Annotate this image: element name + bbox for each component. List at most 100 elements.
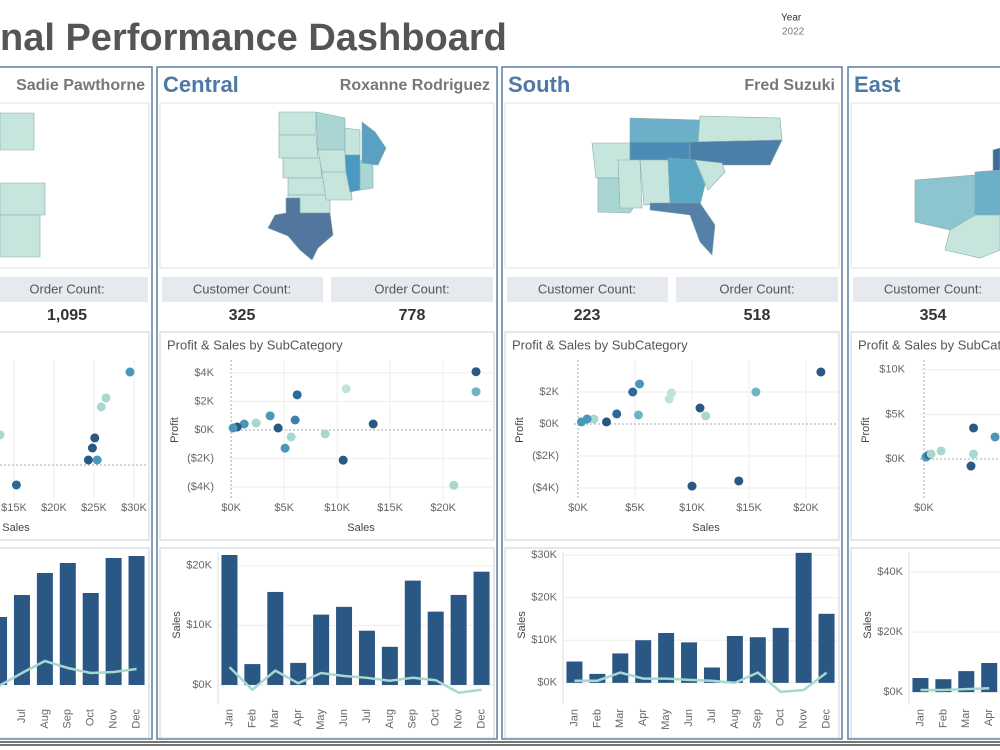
scatter-point <box>602 417 612 427</box>
scatter-point <box>280 443 290 453</box>
scatter-point <box>633 410 643 420</box>
x-tick-label: $15K <box>1 502 27 514</box>
x-axis-title: Sales <box>692 522 720 534</box>
map-state <box>287 177 327 196</box>
scatter-box <box>850 331 1000 541</box>
bar <box>404 580 421 685</box>
scatter-point <box>576 417 586 427</box>
x-tick-label: Jan <box>914 709 926 727</box>
y-tick-label: $20K <box>186 560 212 572</box>
x-tick-label: Aug <box>39 709 51 729</box>
bar <box>128 556 145 685</box>
scatter-point <box>471 387 481 397</box>
bar <box>912 678 929 693</box>
bar <box>635 640 652 683</box>
region-panel: Sadie Pawthorne Order Count: 1,095 $15K $20K… <box>0 66 153 740</box>
map-state <box>278 134 319 159</box>
kpi-value: 1,095 <box>47 307 87 324</box>
kpi-value: 325 <box>229 307 256 324</box>
scatter-point <box>969 423 979 433</box>
scatter-point <box>635 379 645 389</box>
bar-box <box>850 547 1000 739</box>
map-state <box>974 169 1000 216</box>
manager-name: Fred Suzuki <box>744 77 835 94</box>
x-tick-label: $15K <box>377 502 403 514</box>
x-tick-label: $25K <box>81 502 107 514</box>
x-tick-label: $20K <box>793 502 819 514</box>
x-tick-label: $20K <box>430 502 456 514</box>
x-tick-label: Dec <box>130 709 142 729</box>
scatter-point <box>966 461 976 471</box>
x-tick-label: Oct <box>85 709 97 726</box>
y-tick-label: $0K <box>885 453 905 465</box>
scatter-point <box>368 419 378 429</box>
profit-line <box>574 671 828 694</box>
scatter-point <box>936 446 946 456</box>
x-tick-label: Feb <box>937 709 949 728</box>
scatter-point <box>695 403 705 413</box>
x-tick-label: Feb <box>246 709 258 728</box>
kpi-label: Customer Count: <box>884 281 982 296</box>
scatter-title: Profit & Sales by SubCategory <box>858 337 1000 352</box>
y-tick-label: $20K <box>877 626 903 638</box>
scatter-point <box>589 414 599 424</box>
y-tick-label: $10K <box>531 634 557 646</box>
scatter-point <box>292 390 302 400</box>
scatter-point <box>449 480 459 490</box>
map-state <box>0 214 41 258</box>
x-tick-label: Jun <box>683 709 695 727</box>
map-state <box>629 141 691 161</box>
x-tick-label: Aug <box>384 709 396 729</box>
y-tick-label: $20K <box>531 592 557 604</box>
x-tick-label: Apr <box>292 709 304 726</box>
map-state <box>315 111 346 151</box>
bar <box>290 662 307 685</box>
x-tick-label: $20K <box>41 502 67 514</box>
y-tick-label: $0K <box>883 686 903 698</box>
x-tick-label: Dec <box>820 709 832 729</box>
y-tick-label: $2K <box>539 386 559 398</box>
y-tick-label: $5K <box>885 408 905 420</box>
y-tick-label: $30K <box>531 549 557 561</box>
x-tick-label: Aug <box>729 709 741 729</box>
scatter-point <box>751 387 761 397</box>
bar <box>981 663 998 693</box>
map-state <box>992 147 1000 173</box>
kpi-box <box>853 277 1000 302</box>
bar <box>427 611 444 685</box>
y-axis-title: Sales <box>862 611 874 639</box>
scatter-point <box>341 384 351 394</box>
x-tick-label: Sep <box>752 709 764 729</box>
x-tick-label: Nov <box>798 709 810 729</box>
x-tick-label: Jul <box>361 709 373 723</box>
x-tick-label: $5K <box>274 502 294 514</box>
kpi-value: 518 <box>744 307 771 324</box>
map-state <box>689 139 783 166</box>
scatter-point <box>101 393 111 403</box>
map-state <box>317 149 348 173</box>
kpi-value: 778 <box>399 307 426 324</box>
x-tick-label: Mar <box>614 709 626 728</box>
bar <box>749 637 766 683</box>
y-tick-label: $10K <box>879 364 905 376</box>
scatter-point <box>471 367 481 377</box>
bar <box>612 653 629 683</box>
scatter-point <box>320 429 330 439</box>
filter-value[interactable]: 2022 <box>782 27 805 38</box>
dashboard-title: nal Performance Dashboard <box>0 17 507 59</box>
scatter-title: Profit & Sales by SubCategory <box>167 337 343 352</box>
panels: Sadie Pawthorne Order Count: 1,095 $15K $20K… <box>0 66 1000 740</box>
x-tick-label: $5K <box>625 502 645 514</box>
kpi-label: Order Count: <box>374 281 449 296</box>
bar <box>82 593 99 685</box>
map-state <box>944 214 1000 259</box>
x-tick-label: Dec <box>475 709 487 729</box>
bar <box>336 606 353 685</box>
region-name: East <box>854 72 901 97</box>
bar <box>221 554 238 685</box>
kpi-box <box>0 277 148 302</box>
map-state <box>639 159 671 206</box>
bar <box>13 595 30 685</box>
scatter-point <box>816 367 826 377</box>
